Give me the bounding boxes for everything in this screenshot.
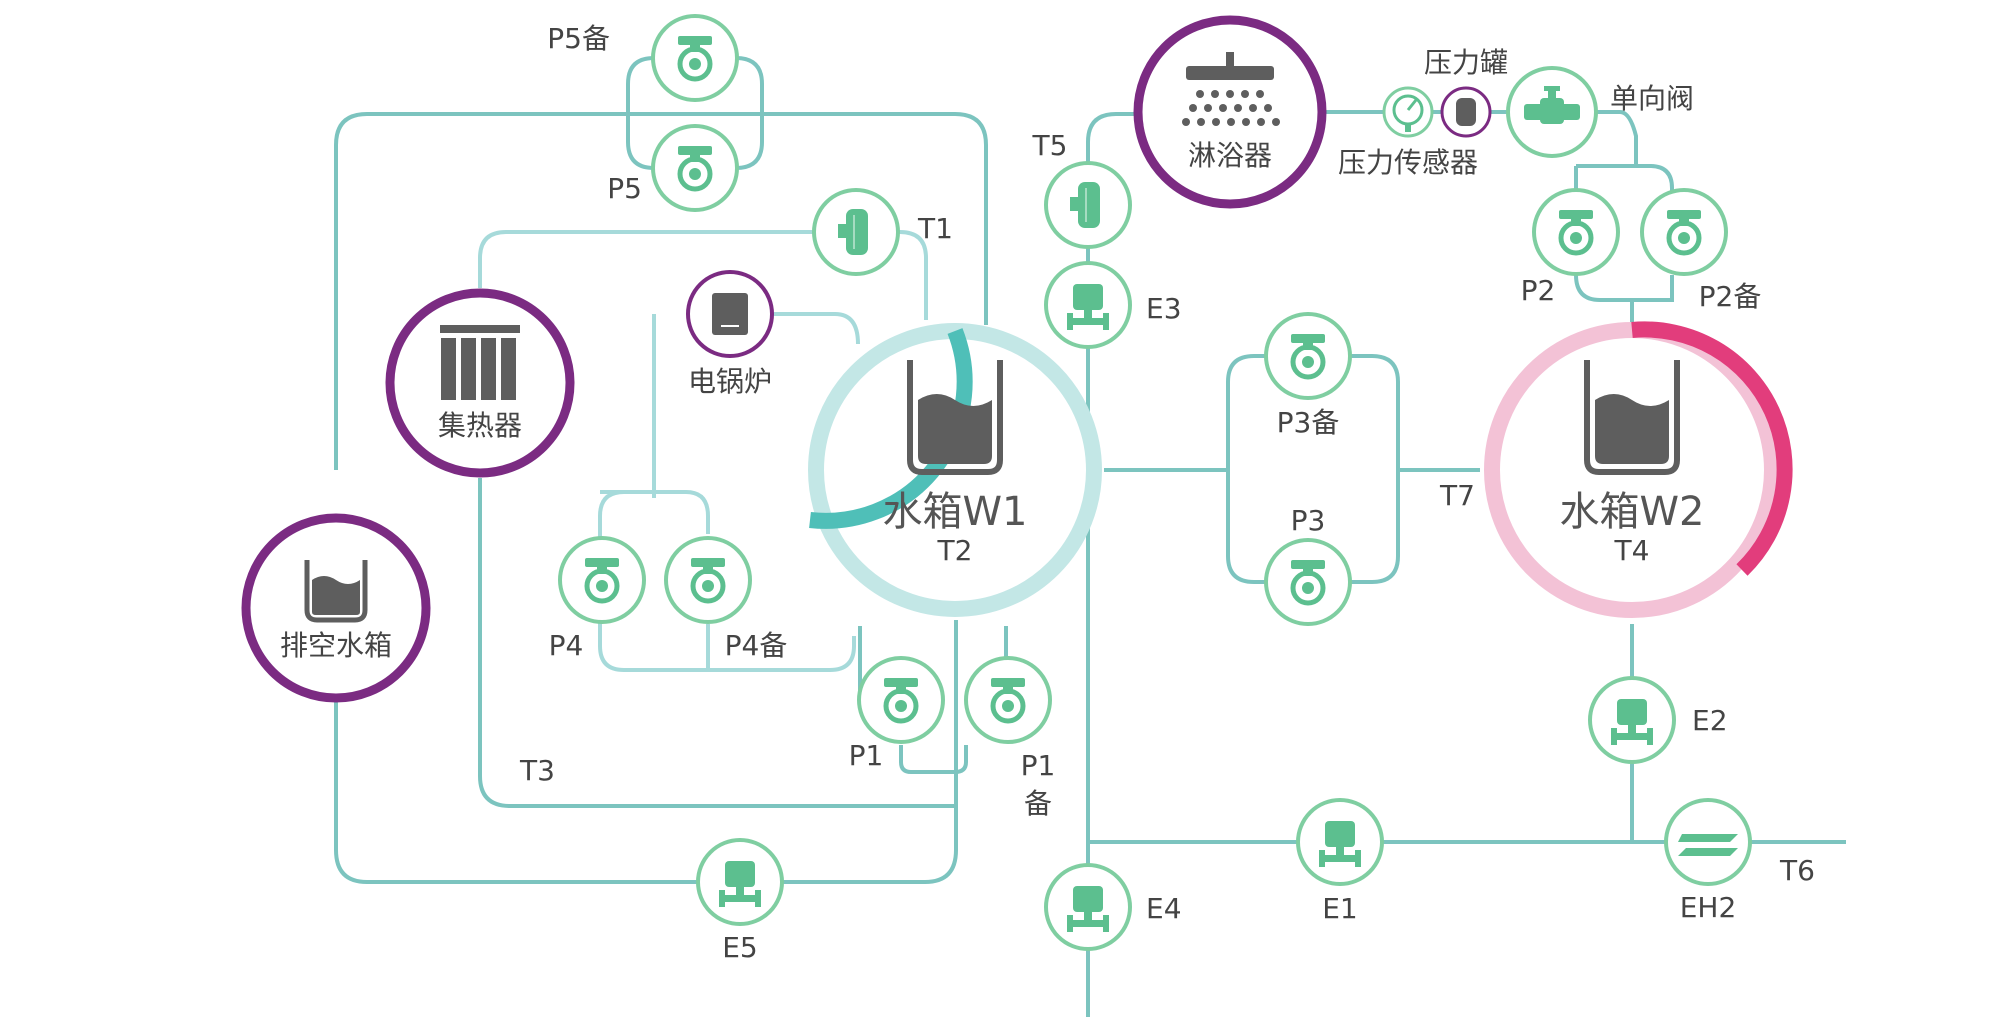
e2-label: E2 — [1692, 704, 1728, 737]
p4b-label: P4备 — [725, 629, 788, 662]
drain-tank[interactable]: 排空水箱 — [241, 513, 431, 703]
valve-e1[interactable]: E1 — [1296, 798, 1384, 925]
boiler-icon — [712, 293, 748, 335]
check-valve[interactable]: 单向阀 — [1506, 66, 1694, 158]
pump-p3[interactable]: P3 — [1264, 504, 1352, 626]
shower-icon — [1182, 52, 1280, 126]
check-valve-label: 单向阀 — [1610, 82, 1694, 115]
p5b-label: P5备 — [547, 22, 610, 55]
pump-p2b[interactable]: P2备 — [1640, 188, 1762, 313]
drain-tank-icon — [304, 560, 368, 623]
solenoid-valve-icon — [1319, 821, 1361, 867]
valve-e5[interactable]: E5 — [696, 838, 784, 964]
drain-tank-label: 排空水箱 — [280, 629, 392, 662]
shower[interactable]: 淋浴器 — [1133, 15, 1327, 209]
eh2-label: EH2 — [1680, 891, 1737, 924]
heater-eh2[interactable]: EH2 — [1664, 798, 1752, 924]
pump-p5[interactable]: P5 — [607, 124, 739, 212]
pump-p1b[interactable]: P1 备 — [964, 656, 1056, 820]
tank-w2-sensor: T4 — [1614, 534, 1650, 567]
tank-w1-name: 水箱W1 — [883, 489, 1028, 535]
tank-w1-sensor: T2 — [937, 534, 973, 567]
pressure-tank-label: 压力罐 — [1424, 46, 1508, 79]
t3-label: T3 — [519, 754, 555, 787]
t5-label: T5 — [1032, 129, 1068, 162]
pump-p3b[interactable]: P3备 — [1264, 312, 1352, 439]
e3-label: E3 — [1146, 292, 1182, 325]
p1-label: P1 — [849, 739, 884, 772]
p2b-label: P2备 — [1699, 280, 1762, 313]
pressure-sensor[interactable]: 压力传感器 — [1338, 86, 1478, 179]
e5-label: E5 — [722, 931, 758, 964]
boiler-label: 电锅炉 — [688, 365, 772, 398]
valve-e4[interactable]: E4 — [1044, 863, 1182, 951]
valve-e3[interactable]: E3 — [1044, 261, 1182, 349]
p3b-label: P3备 — [1277, 406, 1340, 439]
p1b-label-line2: 备 — [1024, 787, 1052, 820]
pump-p5b[interactable]: P5备 — [547, 14, 739, 102]
electric-heater-icon — [1678, 834, 1738, 856]
p5-label: P5 — [607, 172, 642, 205]
electric-boiler[interactable]: 电锅炉 — [686, 270, 774, 398]
pressure-tank[interactable]: 压力罐 — [1424, 46, 1508, 138]
pressure-gauge-icon — [1392, 94, 1424, 132]
tank-w2-name: 水箱W2 — [1560, 489, 1705, 535]
collector-label: 集热器 — [438, 409, 522, 442]
p2-label: P2 — [1521, 274, 1556, 307]
water-tank-icon — [910, 360, 1000, 472]
e1-label: E1 — [1322, 892, 1358, 925]
t6-label: T6 — [1779, 854, 1815, 887]
tank-w1[interactable]: 水箱W1 T2 — [808, 323, 1102, 617]
tank-w2[interactable]: 水箱W2 T4 — [1484, 321, 1793, 618]
t1-label: T1 — [917, 212, 953, 245]
pressure-tank-icon — [1456, 98, 1476, 126]
pressure-sensor-label: 压力传感器 — [1338, 146, 1478, 179]
water-tank-icon — [1587, 360, 1677, 472]
p3-label: P3 — [1291, 504, 1326, 537]
solenoid-valve-icon — [1611, 699, 1653, 745]
sensor-t1[interactable]: T1 — [812, 188, 953, 276]
solenoid-valve-icon — [719, 861, 761, 907]
pump-p2[interactable]: P2 — [1521, 188, 1620, 307]
check-valve-icon — [1524, 86, 1580, 124]
pump-p4b[interactable]: P4备 — [664, 536, 788, 662]
pump-p1[interactable]: P1 — [849, 656, 945, 772]
valve-e2[interactable]: E2 — [1588, 676, 1728, 764]
collector[interactable]: 集热器 — [385, 288, 575, 478]
p1b-label-line1: P1 — [1021, 749, 1056, 782]
solenoid-valve-icon — [1067, 886, 1109, 932]
e4-label: E4 — [1146, 892, 1182, 925]
solar-collector-icon — [440, 325, 520, 400]
p4-label: P4 — [549, 629, 584, 662]
pump-p4[interactable]: P4 — [549, 536, 646, 662]
sensor-t5[interactable]: T5 — [1032, 129, 1132, 249]
shower-label: 淋浴器 — [1188, 139, 1272, 172]
pipe-network-light — [478, 230, 928, 672]
t7-label: T7 — [1439, 479, 1475, 512]
solenoid-valve-icon — [1067, 284, 1109, 330]
